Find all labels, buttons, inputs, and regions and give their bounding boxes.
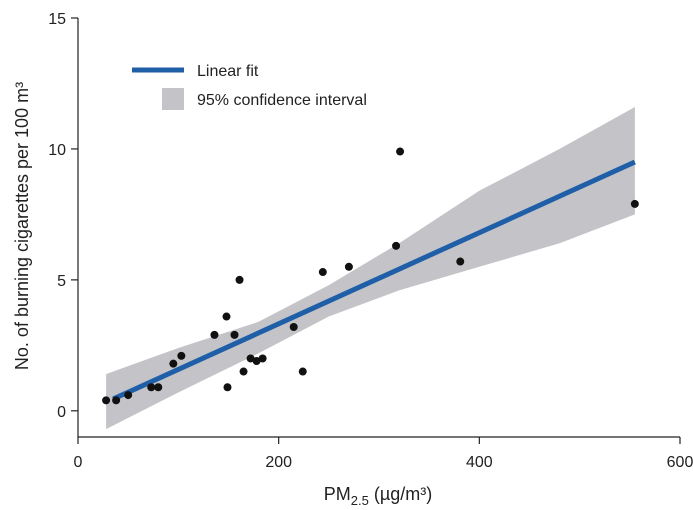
data-point-16 <box>258 354 267 363</box>
y-tick-label-10: 10 <box>48 142 66 159</box>
y-tick-label-5: 5 <box>57 273 66 290</box>
axes: 0 200 400 600 0 5 10 15 <box>48 11 693 471</box>
x-axis-title-unit: (µg/m³) <box>369 484 432 504</box>
confidence-band-layer <box>106 107 635 430</box>
data-point-7 <box>177 351 186 360</box>
y-tick-label-15: 15 <box>48 11 66 28</box>
data-point-9 <box>222 312 231 321</box>
x-axis-title: PM2.5 (µg/m³) <box>324 484 432 508</box>
x-tick-label-400: 400 <box>466 454 493 471</box>
data-point-23 <box>456 257 465 266</box>
data-point-10 <box>223 383 232 392</box>
data-points-layer <box>102 147 639 405</box>
y-tick-label-0: 0 <box>57 404 66 421</box>
data-point-24 <box>630 199 639 208</box>
legend: Linear fit 95% confidence interval <box>132 63 367 110</box>
data-point-2 <box>112 396 121 405</box>
data-point-13 <box>239 367 248 376</box>
data-point-8 <box>210 330 219 339</box>
linear-fit-line <box>112 159 636 402</box>
data-point-3 <box>124 391 133 400</box>
data-point-4 <box>147 383 156 392</box>
data-point-5 <box>154 383 163 392</box>
data-point-12 <box>235 275 244 284</box>
x-axis-title-subscript: 2.5 <box>351 493 369 508</box>
legend-band-swatch <box>162 88 184 110</box>
data-point-21 <box>392 241 401 250</box>
legend-fit-label: Linear fit <box>197 63 259 80</box>
fit-line-layer <box>112 159 636 402</box>
data-point-15 <box>252 357 261 366</box>
x-tick-label-200: 200 <box>265 454 292 471</box>
data-point-18 <box>298 367 307 376</box>
confidence-interval-band <box>106 107 635 430</box>
y-axis-title: No. of burning cigarettes per 100 m³ <box>12 82 32 370</box>
x-tick-label-0: 0 <box>74 454 83 471</box>
data-point-11 <box>230 330 239 339</box>
data-point-1 <box>102 396 111 405</box>
x-axis-title-main: PM <box>324 484 351 504</box>
data-point-19 <box>318 268 327 277</box>
data-point-17 <box>289 323 298 332</box>
data-point-22 <box>396 147 405 156</box>
data-point-14 <box>246 354 255 363</box>
legend-band-label: 95% confidence interval <box>197 92 367 109</box>
data-point-20 <box>344 262 353 271</box>
data-point-6 <box>169 359 178 368</box>
x-tick-label-600: 600 <box>667 454 693 471</box>
